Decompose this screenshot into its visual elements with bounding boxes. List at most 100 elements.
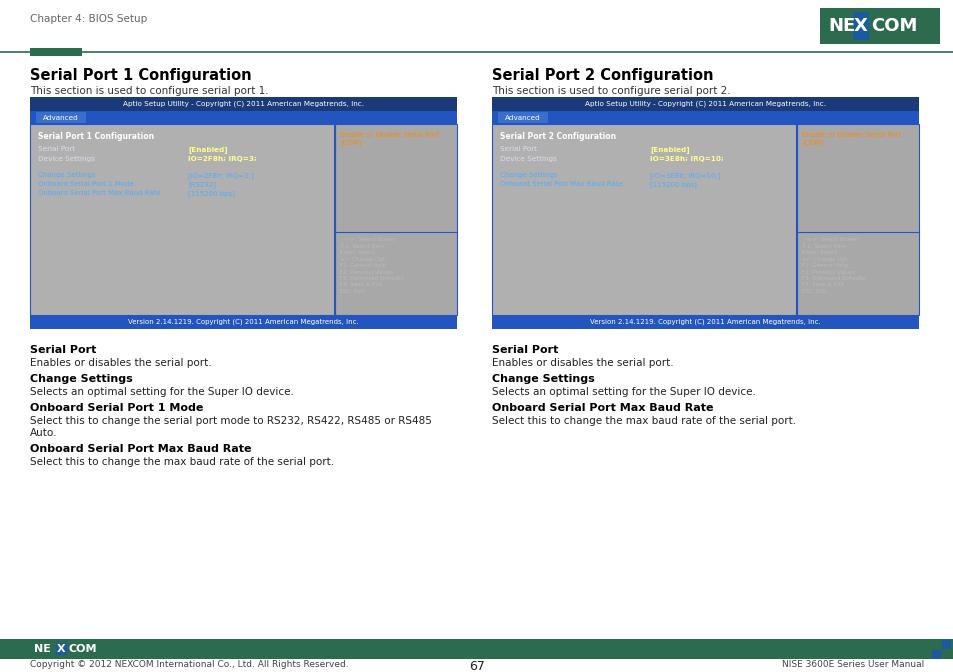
- Text: ESC: Exit: ESC: Exit: [339, 289, 364, 294]
- Text: F1: General Help: F1: General Help: [801, 263, 847, 268]
- Bar: [30, 97, 456, 111]
- Text: Chapter 4: BIOS Setup: Chapter 4: BIOS Setup: [30, 14, 147, 24]
- Text: Serial Port: Serial Port: [30, 345, 96, 355]
- Text: IO=3E8h; IRQ=10;: IO=3E8h; IRQ=10;: [649, 156, 723, 162]
- Text: +/-: Change Opt.: +/-: Change Opt.: [339, 257, 386, 261]
- Text: Change Settings: Change Settings: [492, 374, 594, 384]
- Bar: [30, 124, 335, 315]
- Text: Serial Port 1 Configuration: Serial Port 1 Configuration: [38, 132, 154, 141]
- Text: Onboard Serial Port 1 Mode: Onboard Serial Port 1 Mode: [30, 403, 203, 413]
- Text: [115200 bps]: [115200 bps]: [188, 190, 234, 197]
- Text: 67: 67: [469, 660, 484, 672]
- Bar: [931, 650, 940, 659]
- Text: F3: Optimized Defaults: F3: Optimized Defaults: [339, 276, 403, 281]
- Text: ESC: Exit: ESC: Exit: [801, 289, 825, 294]
- Text: Enables or disables the serial port.: Enables or disables the serial port.: [492, 358, 673, 368]
- Text: [115200 bps]: [115200 bps]: [649, 181, 696, 187]
- Text: Serial Port: Serial Port: [38, 146, 75, 152]
- Bar: [941, 650, 950, 659]
- Bar: [796, 124, 918, 315]
- Bar: [492, 111, 918, 124]
- Text: F3: Optimized Defaults: F3: Optimized Defaults: [801, 276, 864, 281]
- Bar: [335, 124, 456, 315]
- Text: Selects an optimal setting for the Super IO device.: Selects an optimal setting for the Super…: [492, 387, 755, 397]
- Text: F1: General Help: F1: General Help: [339, 263, 386, 268]
- Text: Auto.: Auto.: [30, 428, 57, 438]
- Text: IO=2F8h; IRQ=3;: IO=2F8h; IRQ=3;: [188, 156, 256, 162]
- Text: Aptio Setup Utility - Copyright (C) 2011 American Megatrends, Inc.: Aptio Setup Utility - Copyright (C) 2011…: [584, 101, 825, 108]
- Bar: [492, 97, 918, 111]
- Text: ↑↓: Select Item: ↑↓: Select Item: [339, 243, 384, 249]
- Text: --<->: Select Screen: --<->: Select Screen: [801, 237, 858, 242]
- Text: NISE 3600E Series User Manual: NISE 3600E Series User Manual: [781, 660, 923, 669]
- Text: Serial Port 2 Configuration: Serial Port 2 Configuration: [492, 68, 713, 83]
- Text: Onboard Serial Port Max Baud Rate: Onboard Serial Port Max Baud Rate: [492, 403, 713, 413]
- Text: Copyright © 2012 NEXCOM International Co., Ltd. All Rights Reserved.: Copyright © 2012 NEXCOM International Co…: [30, 660, 348, 669]
- Text: F2: Previous Values: F2: Previous Values: [801, 269, 854, 274]
- Text: NE: NE: [34, 644, 51, 654]
- Text: Serial Port 2 Configuration: Serial Port 2 Configuration: [499, 132, 616, 141]
- Bar: [492, 315, 918, 329]
- Text: Enables or disables the serial port.: Enables or disables the serial port.: [30, 358, 212, 368]
- Text: Advanced: Advanced: [43, 114, 79, 120]
- Text: Device Settings: Device Settings: [38, 156, 94, 162]
- Bar: [852, 12, 868, 40]
- Bar: [36, 112, 86, 123]
- Text: NE: NE: [827, 17, 854, 35]
- Text: --<->: Select Screen: --<->: Select Screen: [339, 237, 395, 242]
- Text: This section is used to configure serial port 1.: This section is used to configure serial…: [30, 86, 269, 96]
- Text: Onboard Serial Port Max Baud Rate: Onboard Serial Port Max Baud Rate: [30, 444, 252, 454]
- Text: This section is used to configure serial port 2.: This section is used to configure serial…: [492, 86, 730, 96]
- Text: ↑↓: Select Item: ↑↓: Select Item: [801, 243, 845, 249]
- Bar: [796, 124, 918, 315]
- Text: Advanced: Advanced: [504, 114, 540, 120]
- Text: Version 2.14.1219. Copyright (C) 2011 American Megatrends, Inc.: Version 2.14.1219. Copyright (C) 2011 Am…: [128, 319, 358, 325]
- Text: Enable or Disable Serial Port
(COM): Enable or Disable Serial Port (COM): [339, 132, 438, 146]
- Text: Onboard Serial Port Max Baud Rate: Onboard Serial Port Max Baud Rate: [499, 181, 622, 187]
- Text: Change Settings: Change Settings: [30, 374, 132, 384]
- Bar: [30, 315, 456, 329]
- Text: Select this to change the serial port mode to RS232, RS422, RS485 or RS485: Select this to change the serial port mo…: [30, 416, 432, 426]
- Text: Enter: Select: Enter: Select: [801, 250, 836, 255]
- Text: Serial Port: Serial Port: [492, 345, 558, 355]
- Text: Onboard Serial Port Max Baud Rate: Onboard Serial Port Max Baud Rate: [38, 190, 161, 196]
- Bar: [30, 111, 456, 124]
- Text: Aptio Setup Utility - Copyright (C) 2011 American Megatrends, Inc.: Aptio Setup Utility - Copyright (C) 2011…: [123, 101, 364, 108]
- Bar: [492, 124, 796, 315]
- Text: COM: COM: [69, 644, 97, 654]
- Text: +/-: Change Opt.: +/-: Change Opt.: [801, 257, 848, 261]
- Text: X: X: [56, 644, 65, 654]
- Text: Selects an optimal setting for the Super IO device.: Selects an optimal setting for the Super…: [30, 387, 294, 397]
- Bar: [492, 124, 796, 315]
- Text: Serial Port 1 Configuration: Serial Port 1 Configuration: [30, 68, 252, 83]
- Text: X: X: [853, 17, 867, 35]
- Bar: [30, 124, 335, 315]
- Bar: [0, 639, 953, 659]
- Text: Enter: Select: Enter: Select: [339, 250, 375, 255]
- Bar: [56, 643, 67, 655]
- Text: F4: Save & Exit: F4: Save & Exit: [339, 282, 381, 288]
- Text: Onboard Serial Port 1 Mode: Onboard Serial Port 1 Mode: [38, 181, 133, 187]
- Bar: [497, 112, 547, 123]
- Text: Select this to change the max baud rate of the serial port.: Select this to change the max baud rate …: [30, 457, 334, 467]
- Bar: [820, 8, 939, 44]
- Text: Serial Port: Serial Port: [499, 146, 537, 152]
- Text: [IO=2F8h; IRQ=3;]: [IO=2F8h; IRQ=3;]: [188, 172, 253, 179]
- Bar: [335, 124, 456, 315]
- Text: [Enabled]: [Enabled]: [649, 146, 689, 153]
- Text: [Enabled]: [Enabled]: [188, 146, 228, 153]
- Text: F4: Save & Exit: F4: Save & Exit: [801, 282, 843, 288]
- Text: F2: Previous Values: F2: Previous Values: [339, 269, 393, 274]
- Text: Change Settings: Change Settings: [499, 172, 557, 178]
- Text: Select this to change the max baud rate of the serial port.: Select this to change the max baud rate …: [492, 416, 796, 426]
- Text: [IO=3E8h; IRQ=10;]: [IO=3E8h; IRQ=10;]: [649, 172, 720, 179]
- Text: Device Settings: Device Settings: [499, 156, 557, 162]
- Bar: [30, 48, 82, 56]
- Text: COM: COM: [870, 17, 917, 35]
- Text: Enable or Disable Serial Port
(COM): Enable or Disable Serial Port (COM): [801, 132, 901, 146]
- Text: [RS232]: [RS232]: [188, 181, 215, 187]
- Text: Version 2.14.1219. Copyright (C) 2011 American Megatrends, Inc.: Version 2.14.1219. Copyright (C) 2011 Am…: [590, 319, 820, 325]
- Bar: [941, 640, 950, 649]
- Text: Change Settings: Change Settings: [38, 172, 95, 178]
- Bar: [931, 640, 940, 649]
